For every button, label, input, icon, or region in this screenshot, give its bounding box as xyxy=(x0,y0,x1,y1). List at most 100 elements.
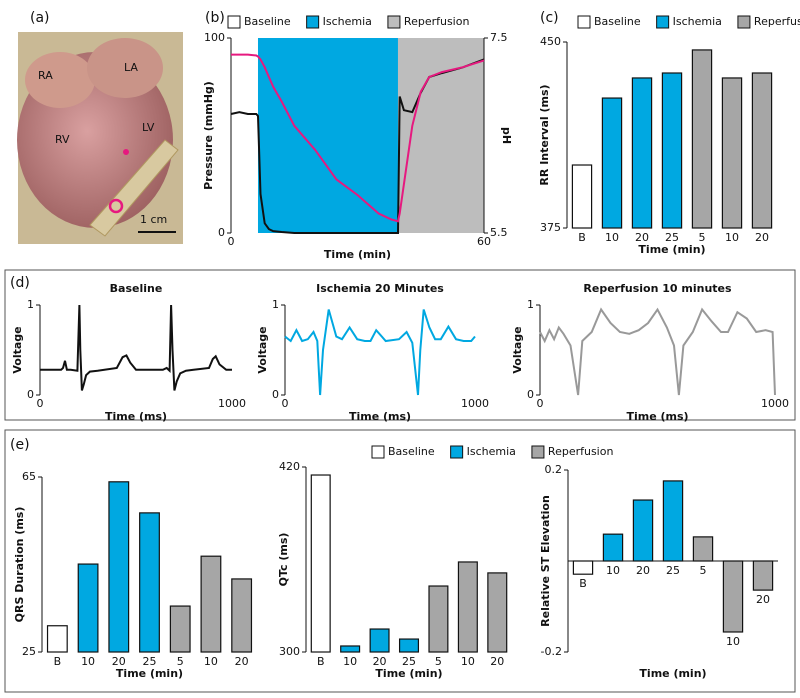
legend-swatch xyxy=(737,15,751,29)
legend-swatch xyxy=(577,15,591,29)
bar xyxy=(662,480,684,562)
x-axis-label: Time (ms) xyxy=(105,410,167,423)
x-tick-label: 10 xyxy=(461,655,475,668)
legend-swatch xyxy=(531,445,545,459)
x-tick-label: 20 xyxy=(490,655,504,668)
x-tick-label: B xyxy=(317,655,325,668)
x-tick-label: 60 xyxy=(477,235,491,248)
x-tick-label: 5 xyxy=(435,655,442,668)
y-tick-label: 65 xyxy=(22,470,36,483)
legend-swatch xyxy=(227,15,241,29)
y-axis-label: Relative ST Elevation xyxy=(539,495,552,627)
x-tick-label: 20 xyxy=(635,231,649,244)
x-tick-label: B xyxy=(578,231,586,244)
legend-label: Ischemia xyxy=(323,15,372,28)
legend-label: Baseline xyxy=(388,445,435,458)
scale-bar-label: 1 cm xyxy=(140,213,167,226)
x-axis-label: Time (min) xyxy=(116,667,183,680)
bar xyxy=(200,555,222,653)
y-tick-label: 0 xyxy=(272,388,279,401)
y-axis-label: RR Interval (ms) xyxy=(538,84,551,185)
y-axis-label: Voltage xyxy=(11,326,24,373)
x-tick-label: 0 xyxy=(37,397,44,410)
bar xyxy=(601,97,623,229)
atrium xyxy=(25,52,95,108)
legend-label: Ischemia xyxy=(467,445,516,458)
bar xyxy=(398,638,420,653)
y-tick-label: 420 xyxy=(279,460,300,473)
x-axis-label: Time (min) xyxy=(324,248,391,261)
bar xyxy=(310,474,331,653)
legend-label: Reperfusion xyxy=(548,445,614,458)
legend-swatch xyxy=(450,445,464,459)
x-tick-label: 0 xyxy=(228,235,235,248)
y-tick-label: 100 xyxy=(204,31,225,44)
x-tick-label: 1000 xyxy=(461,397,489,410)
legend-label: Baseline xyxy=(244,15,291,28)
bar xyxy=(631,77,653,229)
bar xyxy=(169,605,191,653)
data-line xyxy=(40,304,232,391)
y-axis-label: Voltage xyxy=(511,326,524,373)
x-tick-label: 10 xyxy=(606,564,620,577)
x-tick-label: 20 xyxy=(373,655,387,668)
bar xyxy=(661,72,683,229)
atrium xyxy=(87,38,163,98)
panel-label: (a) xyxy=(30,10,50,26)
bar xyxy=(722,560,744,633)
x-axis-label: Time (min) xyxy=(639,667,706,680)
x-tick-label: B xyxy=(54,655,62,668)
x-tick-label: 10 xyxy=(605,231,619,244)
phase-band xyxy=(397,38,484,233)
y-tick-label: 25 xyxy=(22,645,36,658)
x-tick-label: 5 xyxy=(177,655,184,668)
x-tick-label: 1000 xyxy=(761,397,789,410)
y-axis-label: Voltage xyxy=(256,326,269,373)
y-tick-label: -0.2 xyxy=(541,645,562,658)
bar xyxy=(139,512,160,653)
y2-axis-label: pH xyxy=(500,127,513,144)
x-axis-label: Time (min) xyxy=(638,243,705,256)
x-tick-label: 20 xyxy=(755,231,769,244)
data-line xyxy=(284,309,476,396)
chart-title: Reperfusion 10 minutes xyxy=(583,282,732,295)
bar xyxy=(691,49,713,229)
y-tick-label: 1 xyxy=(27,298,34,311)
x-tick-label: 0 xyxy=(282,397,289,410)
legend-label: Reperfusion xyxy=(404,15,470,28)
y-tick-label: 375 xyxy=(540,221,561,234)
panel-label: (c) xyxy=(540,10,559,26)
chart-title: Baseline xyxy=(110,282,163,295)
y-tick-label: 1 xyxy=(272,298,279,311)
y-axis-label: QTc (ms) xyxy=(277,533,290,587)
x-tick-label: 25 xyxy=(143,655,157,668)
panel-label: (b) xyxy=(205,10,225,26)
photo-label: RA xyxy=(38,69,53,82)
x-tick-label: 0 xyxy=(537,397,544,410)
x-tick-label: 5 xyxy=(700,564,707,577)
x-tick-label: 20 xyxy=(756,593,770,606)
y2-tick-label: 7.5 xyxy=(490,31,508,44)
bar xyxy=(369,628,390,653)
x-tick-label: 10 xyxy=(726,635,740,648)
legend-swatch xyxy=(371,445,385,459)
x-tick-label: 20 xyxy=(235,655,249,668)
bar xyxy=(340,645,361,653)
photo-label: LA xyxy=(124,61,138,74)
bar xyxy=(752,560,774,591)
phase-band xyxy=(257,38,398,233)
legend-swatch xyxy=(656,15,670,29)
legend-swatch xyxy=(387,15,401,29)
bar xyxy=(108,481,130,653)
marker xyxy=(123,149,129,155)
y-tick-label: 0.2 xyxy=(545,463,563,476)
bar xyxy=(46,625,68,653)
y-tick-label: 450 xyxy=(540,35,561,48)
y2-tick-label: 5.5 xyxy=(490,226,508,239)
x-tick-label: 10 xyxy=(204,655,218,668)
bar xyxy=(487,572,508,653)
bar xyxy=(632,499,654,562)
bar xyxy=(457,561,478,653)
